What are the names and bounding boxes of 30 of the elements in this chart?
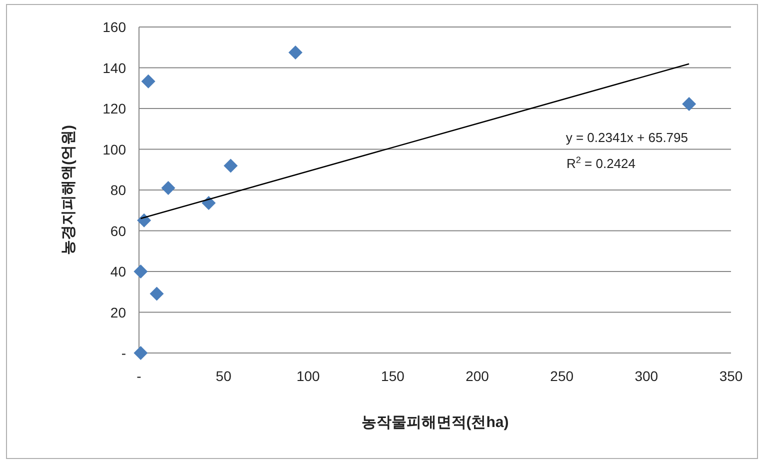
x-tick-label: - xyxy=(136,368,142,384)
point xyxy=(141,74,156,88)
point xyxy=(150,286,164,301)
annotation: y = 0.2341x + 65.795 xyxy=(566,130,688,145)
y-tick-label: - xyxy=(121,345,126,361)
x-tick-label: 300 xyxy=(634,368,658,384)
x-tick-label: 50 xyxy=(216,368,232,384)
x-tick-label: 100 xyxy=(296,368,320,384)
y-tick-label: 60 xyxy=(110,222,126,239)
x-tick-label: 350 xyxy=(719,368,743,384)
y-tick-label: 100 xyxy=(102,141,126,158)
point xyxy=(161,180,176,195)
x-axis-title: 농작물피해면적(천ha) xyxy=(361,414,509,431)
x-tick-label: 150 xyxy=(381,368,405,384)
y-tick-label: 20 xyxy=(110,304,126,320)
y-tick-label: 160 xyxy=(102,19,126,35)
x-tick-label: 200 xyxy=(466,368,490,384)
point xyxy=(224,158,238,173)
y-tick-label: 80 xyxy=(110,182,126,198)
y-axis-title: 농경지피해액(억원) xyxy=(60,125,77,255)
annotation: R$^{2}$ = 0.2424 xyxy=(566,155,636,171)
point xyxy=(682,97,696,112)
point xyxy=(288,45,302,60)
y-tick-label: 40 xyxy=(110,264,126,280)
y-tick-label: 140 xyxy=(102,60,126,76)
point xyxy=(137,213,152,228)
point xyxy=(134,264,148,278)
x-tick-label: 250 xyxy=(550,368,574,384)
point xyxy=(134,346,148,360)
y-tick-label: 120 xyxy=(102,100,126,116)
